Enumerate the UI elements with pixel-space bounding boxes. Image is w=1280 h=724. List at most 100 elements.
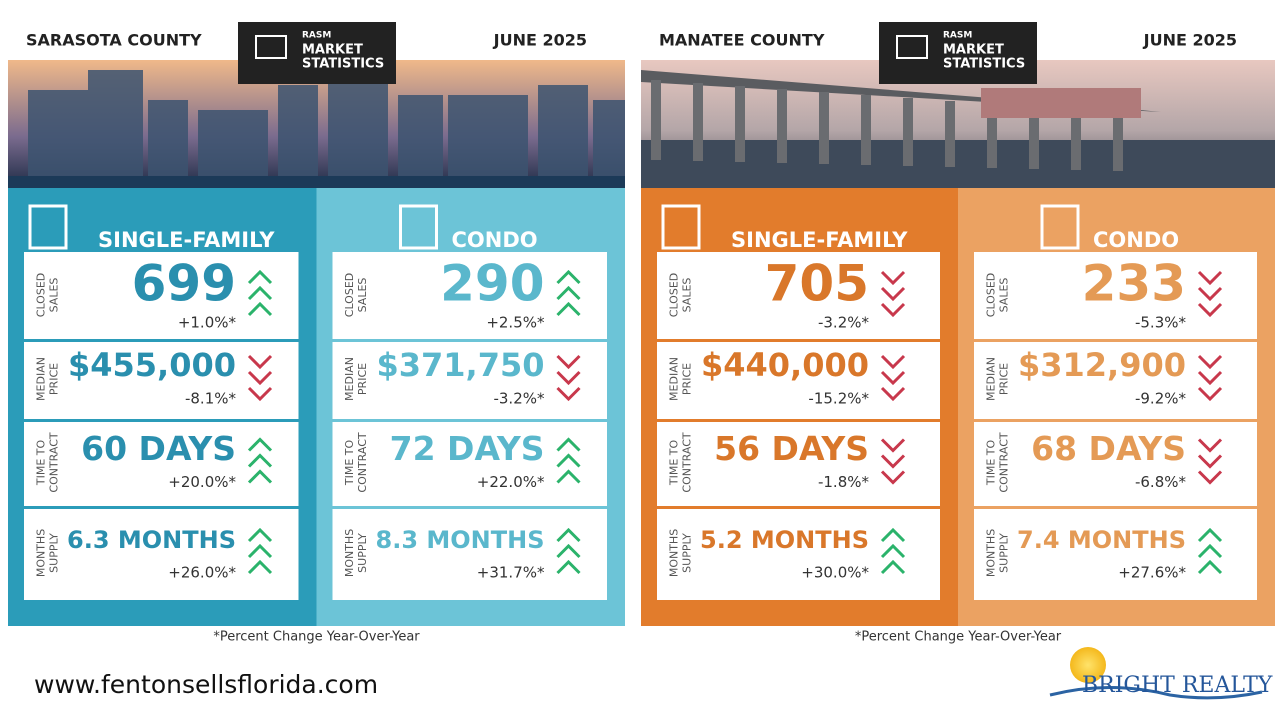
stat-change: -3.2%* (493, 390, 545, 408)
stat-value: $312,900 (1018, 346, 1186, 384)
row-divider (974, 419, 1257, 422)
badge-text: STATISTICS (943, 57, 1025, 72)
arrow-up (247, 527, 273, 543)
section-icon (1040, 204, 1080, 250)
arrow-up (247, 543, 273, 559)
photo-building (538, 85, 588, 176)
stat-change: -9.2%* (1135, 390, 1187, 408)
arrow-up (880, 527, 906, 543)
stat-change: +20.0%* (168, 473, 236, 491)
arrow-down (880, 386, 906, 402)
arrow-up (247, 469, 273, 484)
row-label-line: MONTHS (35, 529, 48, 577)
photo-building (278, 85, 318, 176)
badge-box (238, 22, 396, 84)
arrow-down (247, 370, 273, 386)
arrow-up (556, 269, 581, 285)
photo-pillar (1029, 107, 1039, 169)
logo: BRIGHT REALTY (1049, 647, 1273, 700)
row-label-line: CONTRACT (681, 432, 694, 492)
arrow-down (1197, 354, 1223, 370)
stat-value: 5.2 MONTHS (700, 526, 869, 554)
row-label: TIME TO CONTRACT (343, 432, 369, 492)
row-label: TIME TO CONTRACT (35, 432, 61, 492)
arrow-down (1197, 286, 1223, 302)
arrow-down (1197, 454, 1223, 469)
section-title: CONDO (1093, 228, 1179, 252)
row-label-line: TIME TO (343, 440, 356, 487)
arrow-down (1197, 370, 1223, 386)
badge-icon (255, 35, 287, 59)
section-title: CONDO (452, 228, 538, 252)
row-label-line: MEDIAN (668, 357, 681, 401)
row-label-line: CLOSED (668, 273, 681, 317)
row-label-line: SUPPLY (356, 533, 369, 573)
stat-change: -5.3%* (1135, 314, 1187, 332)
badge-box (879, 22, 1037, 84)
row-divider (974, 506, 1257, 509)
row-label: CLOSED SALES (985, 273, 1011, 317)
arrow-down (1197, 270, 1223, 286)
stat-change: +26.0%* (168, 564, 236, 582)
row-label-line: SALES (681, 278, 694, 313)
arrow-down (880, 470, 906, 485)
row-divider (657, 419, 940, 422)
stat-card (974, 252, 1257, 600)
row-label-line: TIME TO (35, 440, 48, 487)
arrow-up (880, 543, 906, 559)
stat-change: +2.5%* (486, 314, 545, 332)
badge-text: RASM (302, 31, 331, 41)
arrow-up (556, 453, 581, 468)
photo-building (148, 100, 188, 176)
stat-value: $455,000 (68, 346, 236, 384)
stat-change: -6.8%* (1135, 473, 1187, 491)
stat-change: -3.2%* (818, 314, 870, 332)
badge-text: MARKET (302, 43, 363, 58)
row-label: MONTHS SUPPLY (985, 529, 1011, 577)
photo-pillar (819, 92, 829, 164)
photo-water (641, 140, 1275, 188)
section-title: SINGLE-FAMILY (731, 228, 908, 252)
arrow-down (1197, 438, 1223, 453)
stat-value: 7.4 MONTHS (1017, 526, 1186, 554)
arrow-down (1197, 470, 1223, 485)
arrow-down (556, 386, 581, 402)
row-label-line: CONTRACT (998, 432, 1011, 492)
stat-value: 72 DAYS (390, 429, 545, 468)
photo-building (981, 88, 1141, 118)
stat-value: 68 DAYS (1031, 429, 1186, 468)
row-label-line: PRICE (998, 363, 1011, 395)
county-panel: SARASOTA COUNTY JUNE 2025 RASM MARKETSTATIS… (8, 22, 625, 645)
row-label: MONTHS SUPPLY (668, 529, 694, 577)
row-label-line: MEDIAN (35, 357, 48, 401)
stat-value: $440,000 (701, 346, 869, 384)
row-label: MONTHS SUPPLY (343, 529, 369, 577)
arrow-up (247, 301, 273, 317)
stat-change: +22.0%* (477, 473, 545, 491)
arrow-up (247, 285, 273, 301)
photo-building (328, 80, 388, 176)
section-title: SINGLE-FAMILY (98, 228, 275, 252)
badge-icon (896, 35, 928, 59)
arrow-down (1197, 302, 1223, 318)
arrow-down (880, 354, 906, 370)
arrow-up (556, 469, 581, 484)
row-label-line: TIME TO (668, 440, 681, 487)
arrow-up (247, 559, 273, 575)
stat-value: 699 (132, 255, 236, 313)
stat-change: -1.8%* (818, 473, 870, 491)
arrow-up (556, 437, 581, 452)
arrow-down (880, 454, 906, 469)
arrow-down (247, 386, 273, 402)
arrow-down (880, 270, 906, 286)
arrow-up (556, 559, 581, 575)
row-label: MEDIAN PRICE (343, 357, 369, 401)
county-name: MANATEE COUNTY (659, 31, 825, 50)
stat-change: +27.6%* (1118, 564, 1186, 582)
photo-building (593, 100, 625, 176)
photo-pillar (945, 101, 955, 167)
photo-pillar (1071, 110, 1081, 170)
arrow-up (1197, 527, 1223, 543)
row-divider (24, 419, 299, 422)
row-label-line: CLOSED (985, 273, 998, 317)
